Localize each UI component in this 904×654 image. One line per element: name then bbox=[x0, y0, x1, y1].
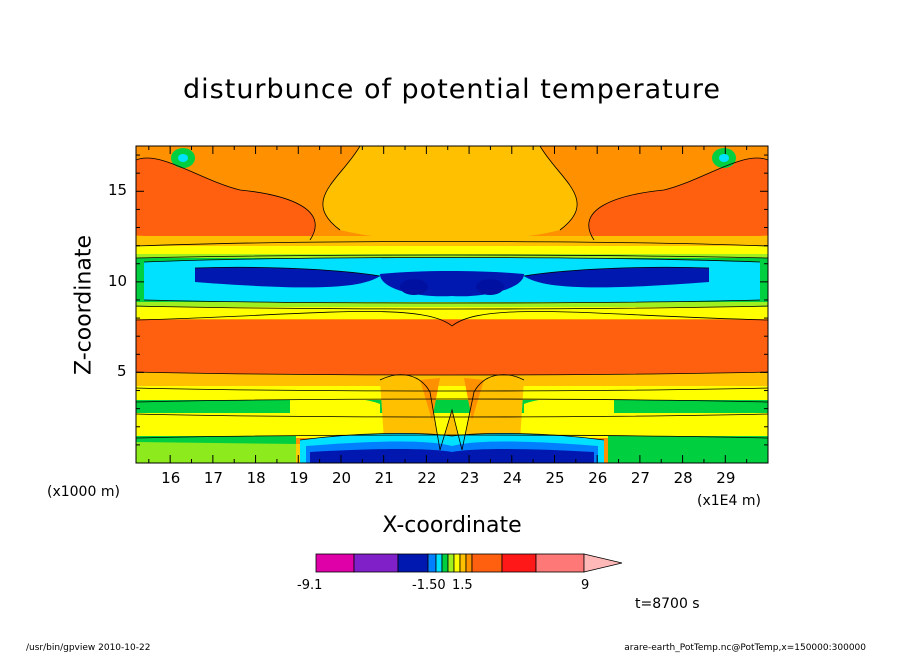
central-plume bbox=[380, 374, 524, 450]
x-axis-label: X-coordinate bbox=[382, 513, 522, 538]
colorbar-swatch bbox=[471, 553, 503, 573]
x-tick-label: 16 bbox=[161, 469, 181, 487]
colorbar-swatch bbox=[435, 553, 443, 573]
contour-fill bbox=[136, 146, 768, 463]
colorbar-swatch bbox=[315, 553, 355, 573]
colorbar-swatch bbox=[535, 553, 585, 573]
x-tick-label: 27 bbox=[630, 469, 650, 487]
x-tick-label: 23 bbox=[460, 469, 480, 487]
footer-right: arare-earth_PotTemp.nc@PotTemp,x=150000:… bbox=[624, 643, 866, 653]
chart-title: disturbunce of potential temperature bbox=[183, 74, 721, 105]
colorbar-swatch bbox=[501, 553, 537, 573]
band-blue-right bbox=[524, 267, 709, 288]
band-lightgreen-2 bbox=[136, 302, 768, 308]
y-tick-label: 10 bbox=[108, 271, 128, 290]
footer-left: /usr/bin/gpview 2010-10-22 bbox=[26, 643, 151, 653]
colorbar-swatch bbox=[465, 553, 473, 573]
y-tick-label: 5 bbox=[117, 362, 127, 381]
colorbar-swatch bbox=[397, 553, 429, 573]
upper-deep-orange-left bbox=[136, 157, 316, 243]
colorbar-swatch bbox=[441, 553, 449, 573]
x-axis-unit: (x1E4 m) bbox=[697, 493, 761, 509]
band-yellow-1 bbox=[136, 246, 768, 256]
x-tick-label: 17 bbox=[203, 469, 223, 487]
upper-deep-orange-right bbox=[588, 157, 768, 243]
colorbar-swatch bbox=[447, 553, 455, 573]
band-yellow-2 bbox=[136, 307, 768, 319]
colorbar-label: -1.50 bbox=[412, 578, 446, 593]
x-tick-label: 20 bbox=[331, 469, 352, 487]
band-yellow-3 bbox=[136, 386, 768, 402]
band-deep-orange-mid bbox=[136, 320, 768, 375]
colorbar-swatch bbox=[353, 553, 399, 573]
y-axis-label: Z-coordinate bbox=[71, 235, 97, 375]
band-lightgreen-1 bbox=[136, 254, 768, 260]
band-yellow-top-center bbox=[136, 236, 768, 248]
x-tick-label: 22 bbox=[417, 469, 437, 487]
x-tick-label: 18 bbox=[246, 469, 266, 487]
colorbar-arrow bbox=[583, 553, 623, 573]
x-tick-label: 26 bbox=[588, 469, 608, 487]
x-tick-label: 28 bbox=[673, 469, 693, 487]
colorbar-label: 9 bbox=[581, 578, 590, 593]
upper-yellow-region bbox=[322, 146, 578, 240]
band-green-bottom-right bbox=[608, 436, 768, 463]
colorbar-swatch bbox=[459, 553, 467, 573]
x-tick-label: 21 bbox=[374, 469, 394, 487]
plot-frame bbox=[135, 145, 769, 464]
colorbar-swatch bbox=[453, 553, 461, 573]
colorbar bbox=[315, 553, 623, 573]
x-tick-label: 24 bbox=[502, 469, 522, 487]
y-axis-unit: (x1000 m) bbox=[47, 484, 120, 500]
colorbar-swatch bbox=[427, 553, 437, 573]
time-label: t=8700 s bbox=[635, 596, 700, 612]
x-tick-label: 19 bbox=[289, 469, 309, 487]
y-tick-label: 15 bbox=[108, 181, 128, 200]
x-tick-label: 25 bbox=[545, 469, 565, 487]
colorbar-label: 1.5 bbox=[452, 578, 473, 593]
x-tick-label: 29 bbox=[716, 469, 736, 487]
band-blue-left bbox=[195, 267, 380, 288]
colorbar-label: -9.1 bbox=[297, 578, 323, 593]
